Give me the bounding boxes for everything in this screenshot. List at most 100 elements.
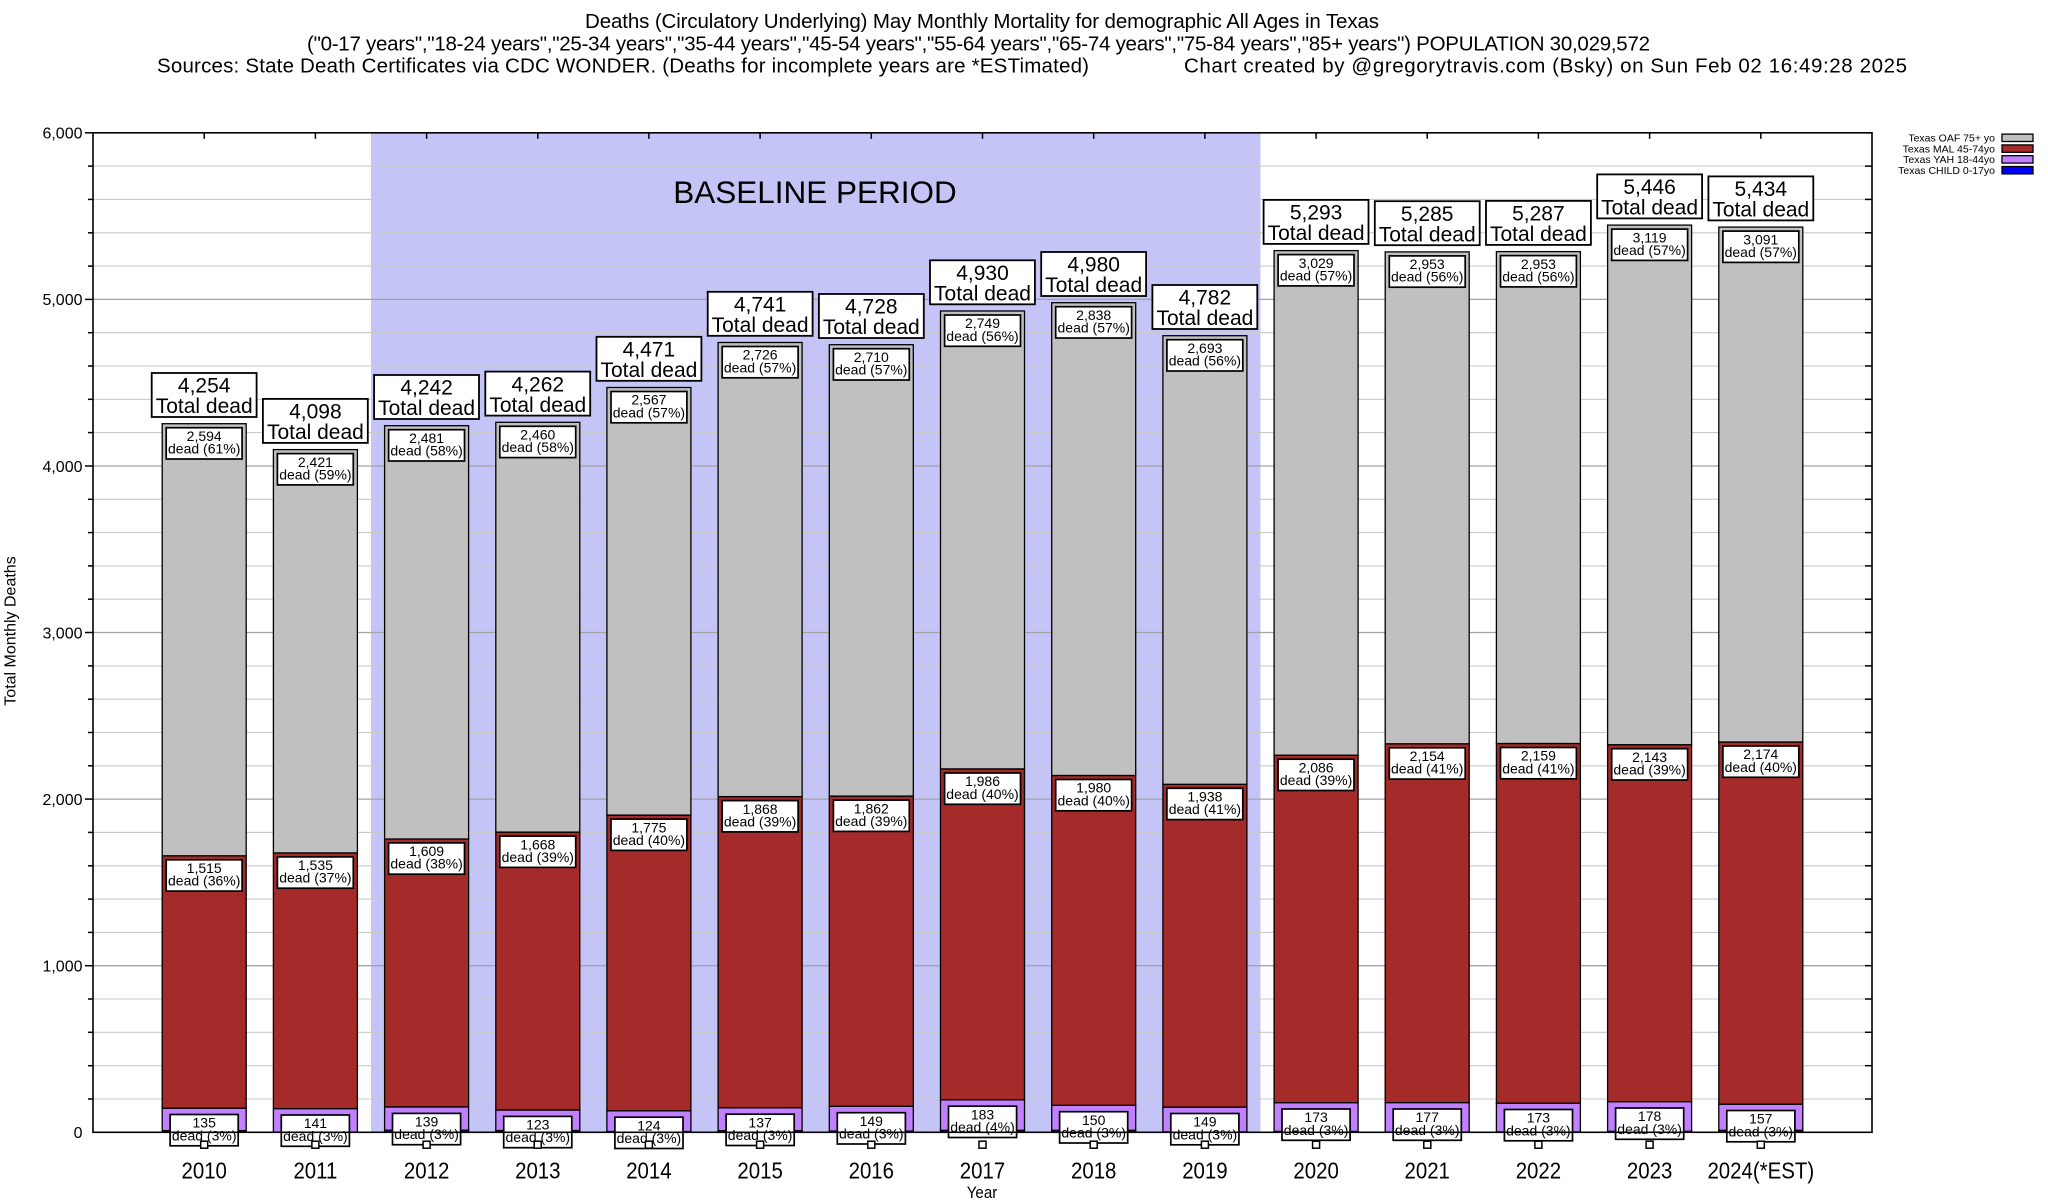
svg-text:Total dead: Total dead: [934, 283, 1031, 306]
svg-text:dead (3%): dead (3%): [728, 1127, 793, 1143]
svg-text:dead (3%): dead (3%): [1506, 1122, 1571, 1138]
svg-text:4,000: 4,000: [42, 459, 82, 476]
svg-text:Total dead: Total dead: [1268, 222, 1365, 245]
svg-text:Total dead: Total dead: [1379, 223, 1476, 246]
svg-text:Deaths (Circulatory Underlying: Deaths (Circulatory Underlying) May Mont…: [585, 10, 1379, 33]
svg-text:dead (39%): dead (39%): [502, 849, 574, 865]
svg-text:5,285: 5,285: [1401, 203, 1454, 226]
svg-text:1,868: 1,868: [743, 801, 778, 817]
svg-text:dead (39%): dead (39%): [724, 813, 796, 829]
svg-text:dead (38%): dead (38%): [390, 856, 462, 872]
svg-text:Texas MAL 45-74yo: Texas MAL 45-74yo: [1903, 143, 1996, 155]
svg-text:dead (40%): dead (40%): [613, 832, 685, 848]
svg-text:2,953: 2,953: [1521, 256, 1556, 272]
svg-text:2,710: 2,710: [854, 349, 889, 365]
svg-text:3,029: 3,029: [1299, 255, 1334, 271]
svg-text:dead (40%): dead (40%): [946, 786, 1018, 802]
svg-text:dead (3%): dead (3%): [172, 1127, 237, 1143]
svg-text:2015: 2015: [737, 1158, 782, 1184]
svg-text:2,000: 2,000: [42, 792, 82, 809]
svg-text:dead (57%): dead (57%): [835, 362, 907, 378]
svg-text:4,262: 4,262: [512, 373, 565, 396]
svg-text:149: 149: [1193, 1114, 1217, 1130]
svg-text:6,000: 6,000: [42, 126, 82, 143]
svg-text:2,154: 2,154: [1410, 748, 1445, 764]
svg-text:dead (3%): dead (3%): [1729, 1123, 1794, 1139]
svg-text:dead (4%): dead (4%): [950, 1119, 1015, 1135]
svg-text:2019: 2019: [1182, 1158, 1227, 1184]
svg-text:dead (3%): dead (3%): [394, 1126, 459, 1142]
svg-text:dead (3%): dead (3%): [1173, 1126, 1238, 1142]
svg-text:dead (3%): dead (3%): [839, 1126, 904, 1142]
svg-text:4,728: 4,728: [845, 296, 898, 319]
svg-text:2012: 2012: [404, 1158, 449, 1184]
svg-text:173: 173: [1527, 1110, 1551, 1126]
svg-text:2021: 2021: [1405, 1158, 1450, 1184]
svg-text:3,091: 3,091: [1743, 231, 1778, 247]
svg-text:2,159: 2,159: [1521, 748, 1556, 764]
svg-text:1,000: 1,000: [42, 959, 82, 976]
svg-text:1,986: 1,986: [965, 773, 1000, 789]
svg-text:2014: 2014: [626, 1158, 672, 1184]
svg-text:("0-17 years","18-24 years","2: ("0-17 years","18-24 years","25-34 years…: [307, 33, 1650, 56]
svg-text:Total dead: Total dead: [1601, 197, 1698, 220]
svg-text:dead (58%): dead (58%): [390, 443, 462, 459]
svg-text:4,098: 4,098: [289, 401, 342, 424]
svg-text:Texas YAH 18-44yo: Texas YAH 18-44yo: [1903, 154, 1995, 166]
svg-text:Total dead: Total dead: [1045, 274, 1142, 297]
svg-text:2,749: 2,749: [965, 315, 1000, 331]
svg-text:Texas OAF 75+ yo: Texas OAF 75+ yo: [1908, 133, 1995, 145]
svg-text:Chart created by @gregorytravi: Chart created by @gregorytravis.com (Bsk…: [1184, 55, 1907, 78]
svg-text:2010: 2010: [182, 1158, 227, 1184]
svg-text:135: 135: [193, 1115, 217, 1131]
svg-text:dead (3%): dead (3%): [1284, 1122, 1349, 1138]
svg-text:dead (41%): dead (41%): [1169, 801, 1241, 817]
svg-text:dead (39%): dead (39%): [1280, 772, 1352, 788]
svg-text:4,254: 4,254: [178, 375, 231, 398]
svg-text:dead (40%): dead (40%): [1725, 759, 1797, 775]
svg-text:2018: 2018: [1071, 1158, 1116, 1184]
svg-text:dead (40%): dead (40%): [1058, 792, 1130, 808]
svg-text:dead (58%): dead (58%): [502, 439, 574, 455]
svg-text:157: 157: [1749, 1111, 1773, 1127]
svg-text:2,567: 2,567: [631, 392, 666, 408]
svg-text:dead (57%): dead (57%): [613, 404, 685, 420]
svg-text:dead (36%): dead (36%): [168, 873, 240, 889]
svg-text:2017: 2017: [960, 1158, 1005, 1184]
svg-text:BASELINE PERIOD: BASELINE PERIOD: [673, 174, 957, 210]
svg-text:5,000: 5,000: [42, 292, 82, 309]
svg-text:3,119: 3,119: [1633, 229, 1667, 245]
svg-text:2024(*EST): 2024(*EST): [1707, 1158, 1814, 1184]
svg-text:dead (56%): dead (56%): [1391, 269, 1463, 285]
svg-text:dead (37%): dead (37%): [279, 870, 351, 886]
svg-text:dead (56%): dead (56%): [1502, 268, 1574, 284]
svg-text:dead (59%): dead (59%): [279, 466, 351, 482]
svg-text:1,668: 1,668: [520, 836, 555, 852]
svg-text:1,609: 1,609: [409, 843, 444, 859]
svg-text:Total dead: Total dead: [267, 421, 364, 444]
svg-text:4,242: 4,242: [400, 377, 453, 400]
svg-text:dead (57%): dead (57%): [724, 359, 796, 375]
svg-text:177: 177: [1416, 1109, 1440, 1125]
svg-text:Year: Year: [967, 1184, 998, 1200]
svg-text:dead (41%): dead (41%): [1391, 761, 1463, 777]
svg-text:2,086: 2,086: [1299, 759, 1334, 775]
svg-text:dead (3%): dead (3%): [617, 1130, 682, 1146]
svg-text:1,980: 1,980: [1076, 780, 1111, 796]
svg-text:1,862: 1,862: [854, 800, 889, 816]
svg-text:Total dead: Total dead: [1156, 307, 1253, 330]
svg-text:4,471: 4,471: [623, 339, 676, 362]
svg-text:2,174: 2,174: [1743, 746, 1778, 762]
svg-text:4,980: 4,980: [1067, 254, 1120, 277]
svg-text:Sources: State Death Certifica: Sources: State Death Certificates via CD…: [157, 55, 1089, 78]
svg-text:Total dead: Total dead: [489, 394, 586, 417]
svg-text:5,446: 5,446: [1623, 176, 1676, 199]
svg-text:4,782: 4,782: [1179, 287, 1232, 310]
svg-text:2013: 2013: [515, 1158, 560, 1184]
svg-text:dead (3%): dead (3%): [1617, 1121, 1682, 1137]
svg-text:173: 173: [1304, 1109, 1328, 1125]
svg-text:dead (57%): dead (57%): [1058, 320, 1130, 336]
svg-text:141: 141: [304, 1115, 328, 1131]
svg-text:1,515: 1,515: [187, 860, 222, 876]
svg-text:5,287: 5,287: [1512, 203, 1565, 226]
